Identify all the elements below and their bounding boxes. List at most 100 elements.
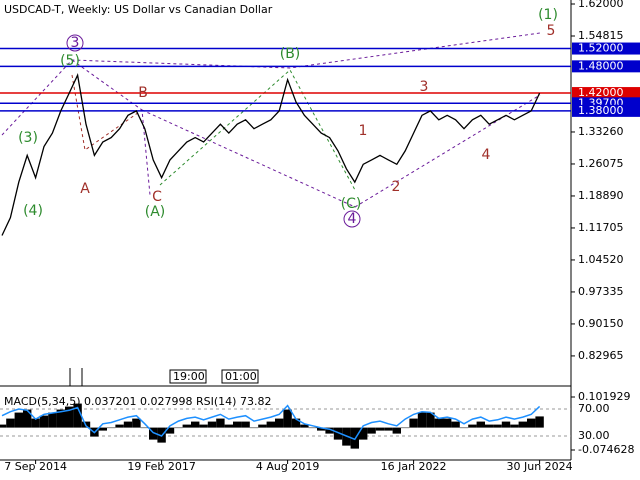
macd-bar [485,424,494,428]
macd-bar [0,424,7,428]
x-tick-label: 4 Aug 2019 [256,460,319,473]
macd-bar [174,427,183,429]
macd-bar [325,427,334,434]
macd-bar [401,427,410,429]
macd-bar [107,427,116,429]
macd-bar [258,424,267,428]
wave-guide [1,32,541,136]
y-tick-label: 1.62000 [578,0,624,10]
macd-bar [182,424,191,428]
y-tick-label: 1.54815 [578,29,624,42]
wave-label: 1 [359,123,368,139]
macd-bar [443,418,452,428]
wave-label: (C) [341,196,362,212]
macd-bar [73,403,82,428]
wave-circle [343,210,361,228]
macd-bar [6,418,15,428]
macd-bar [275,418,284,428]
macd-bar [476,421,485,428]
y-tick-label: 1.33260 [578,125,624,138]
time-box [169,369,207,384]
y-tick-label: 1.18890 [578,189,624,202]
wave-label: C [152,189,162,205]
macd-bar [375,427,385,431]
macd-bar [527,418,536,428]
macd-bar [165,427,175,434]
macd-bar [98,427,107,431]
wave-label: B [138,85,148,101]
x-tick-label: 30 Jun 2024 [507,460,573,473]
level-label-box [572,42,640,55]
macd-bar [426,412,435,428]
time-label: 01:00 [225,370,257,383]
macd-bar [23,409,32,428]
macd-bar [207,421,217,428]
macd-bar [493,424,502,428]
macd-bar [451,421,460,428]
macd-bar [367,427,376,434]
wave-label: 3 [71,35,80,51]
macd-bar [535,416,544,428]
y-tick-label: -0.074628 [578,443,634,456]
macd-bar [216,418,225,428]
macd-bar [266,421,275,428]
wave-label: (5) [60,53,80,69]
macd-bar [518,421,527,428]
macd-bar [333,427,343,440]
wave-label: (A) [145,204,166,220]
macd-bar [199,424,208,428]
macd-bar [123,421,133,428]
level-label-box [572,87,640,100]
wave-label: A [80,181,90,197]
macd-bar [417,412,427,428]
price-line [1,73,541,236]
macd-bar [132,418,141,428]
macd-bar [300,424,309,428]
macd-bar [249,427,259,429]
macd-bar [241,421,250,428]
wave-label: (1) [538,7,558,23]
x-tick-label: 19 Feb 2017 [127,460,195,473]
macd-bar [65,406,74,428]
macd-bar [39,415,49,428]
wave-label: 4 [348,211,357,227]
macd-bar [224,424,233,428]
level-label-box [572,60,640,73]
wave-label: (3) [18,130,38,146]
wave-guide [159,69,356,191]
macd-bar [14,412,23,428]
time-label: 19:00 [173,370,205,383]
macd-bar [459,427,469,429]
macd-bar [359,427,368,440]
wave-label: 2 [392,179,401,195]
macd-bar [510,424,519,428]
wave-label: 3 [420,79,429,95]
macd-bar [392,427,401,434]
wave-label: 4 [482,147,491,163]
chart-title: USDCAD-T, Weekly: US Dollar vs Canadian … [4,3,273,16]
macd-bar [233,421,242,428]
macd-bar [191,421,200,428]
x-tick-label: 7 Sep 2014 [4,460,67,473]
time-box [221,369,259,384]
wave-guide [141,94,541,208]
macd-bar [31,418,40,428]
x-tick-label: 16 Jan 2022 [381,460,447,473]
level-label: 1.38000 [578,104,624,117]
wave-label: (4) [23,203,43,219]
macd-bar [149,427,158,440]
level-label-box [572,104,640,117]
macd-bar [409,418,418,428]
macd-bar [291,418,301,428]
y-tick-label: 1.26075 [578,157,624,170]
macd-bar [140,427,149,429]
y2-tick-label: 30.00 [578,429,610,442]
macd-bar [48,412,57,428]
y-tick-label: 0.90150 [578,317,624,330]
indicator-title: MACD(5,34,5) 0.037201 0.027998 RSI(14) 7… [4,395,271,408]
macd-bar [434,418,443,428]
y-tick-label: 0.82965 [578,349,624,362]
macd-bar [384,427,393,431]
